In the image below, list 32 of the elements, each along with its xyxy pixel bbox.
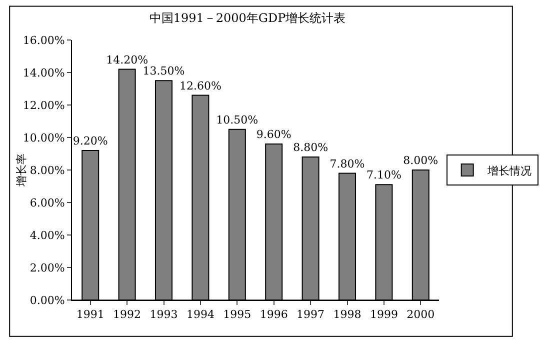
data-label: 14.20%	[106, 53, 148, 66]
x-tick-label: 1995	[223, 308, 252, 322]
x-tick-label: 1994	[186, 308, 214, 322]
data-label: 9.60%	[256, 128, 292, 141]
legend-label: 增长情况	[486, 164, 532, 178]
data-label: 9.20%	[72, 134, 108, 148]
y-tick-label: 6.00%	[30, 196, 65, 210]
y-axis-title: 增长率	[14, 154, 28, 188]
x-tick-label: 1996	[260, 308, 288, 322]
y-tick-label: 8.00%	[30, 164, 65, 177]
y-tick-label: 14.00%	[22, 66, 65, 80]
y-tick-label: 0.00%	[30, 294, 65, 307]
x-tick-label: 1993	[150, 308, 178, 322]
chart-title: 中国1991－2000年GDP增长统计表	[149, 11, 346, 25]
x-tick-label: 1992	[113, 308, 142, 322]
y-tick-label: 4.00%	[30, 228, 65, 242]
x-tick-label: 1991	[76, 308, 104, 322]
data-label: 13.50%	[142, 64, 185, 78]
data-label: 8.00%	[403, 154, 438, 167]
y-tick-label: 2.00%	[30, 261, 65, 274]
data-label: 12.60%	[179, 79, 222, 92]
x-tick-label: 1997	[296, 308, 325, 322]
x-tick-label: 1999	[370, 308, 398, 322]
data-label: 10.50%	[216, 113, 258, 126]
y-tick-label: 12.00%	[22, 98, 65, 112]
y-tick-label: 10.00%	[22, 131, 65, 144]
data-label: 7.10%	[366, 168, 402, 182]
x-tick-label: 2000	[406, 308, 435, 322]
x-tick-label: 1998	[333, 308, 362, 322]
data-label: 8.80%	[293, 141, 328, 154]
y-tick-label: 16.00%	[22, 34, 65, 47]
data-label: 7.80%	[330, 157, 365, 170]
